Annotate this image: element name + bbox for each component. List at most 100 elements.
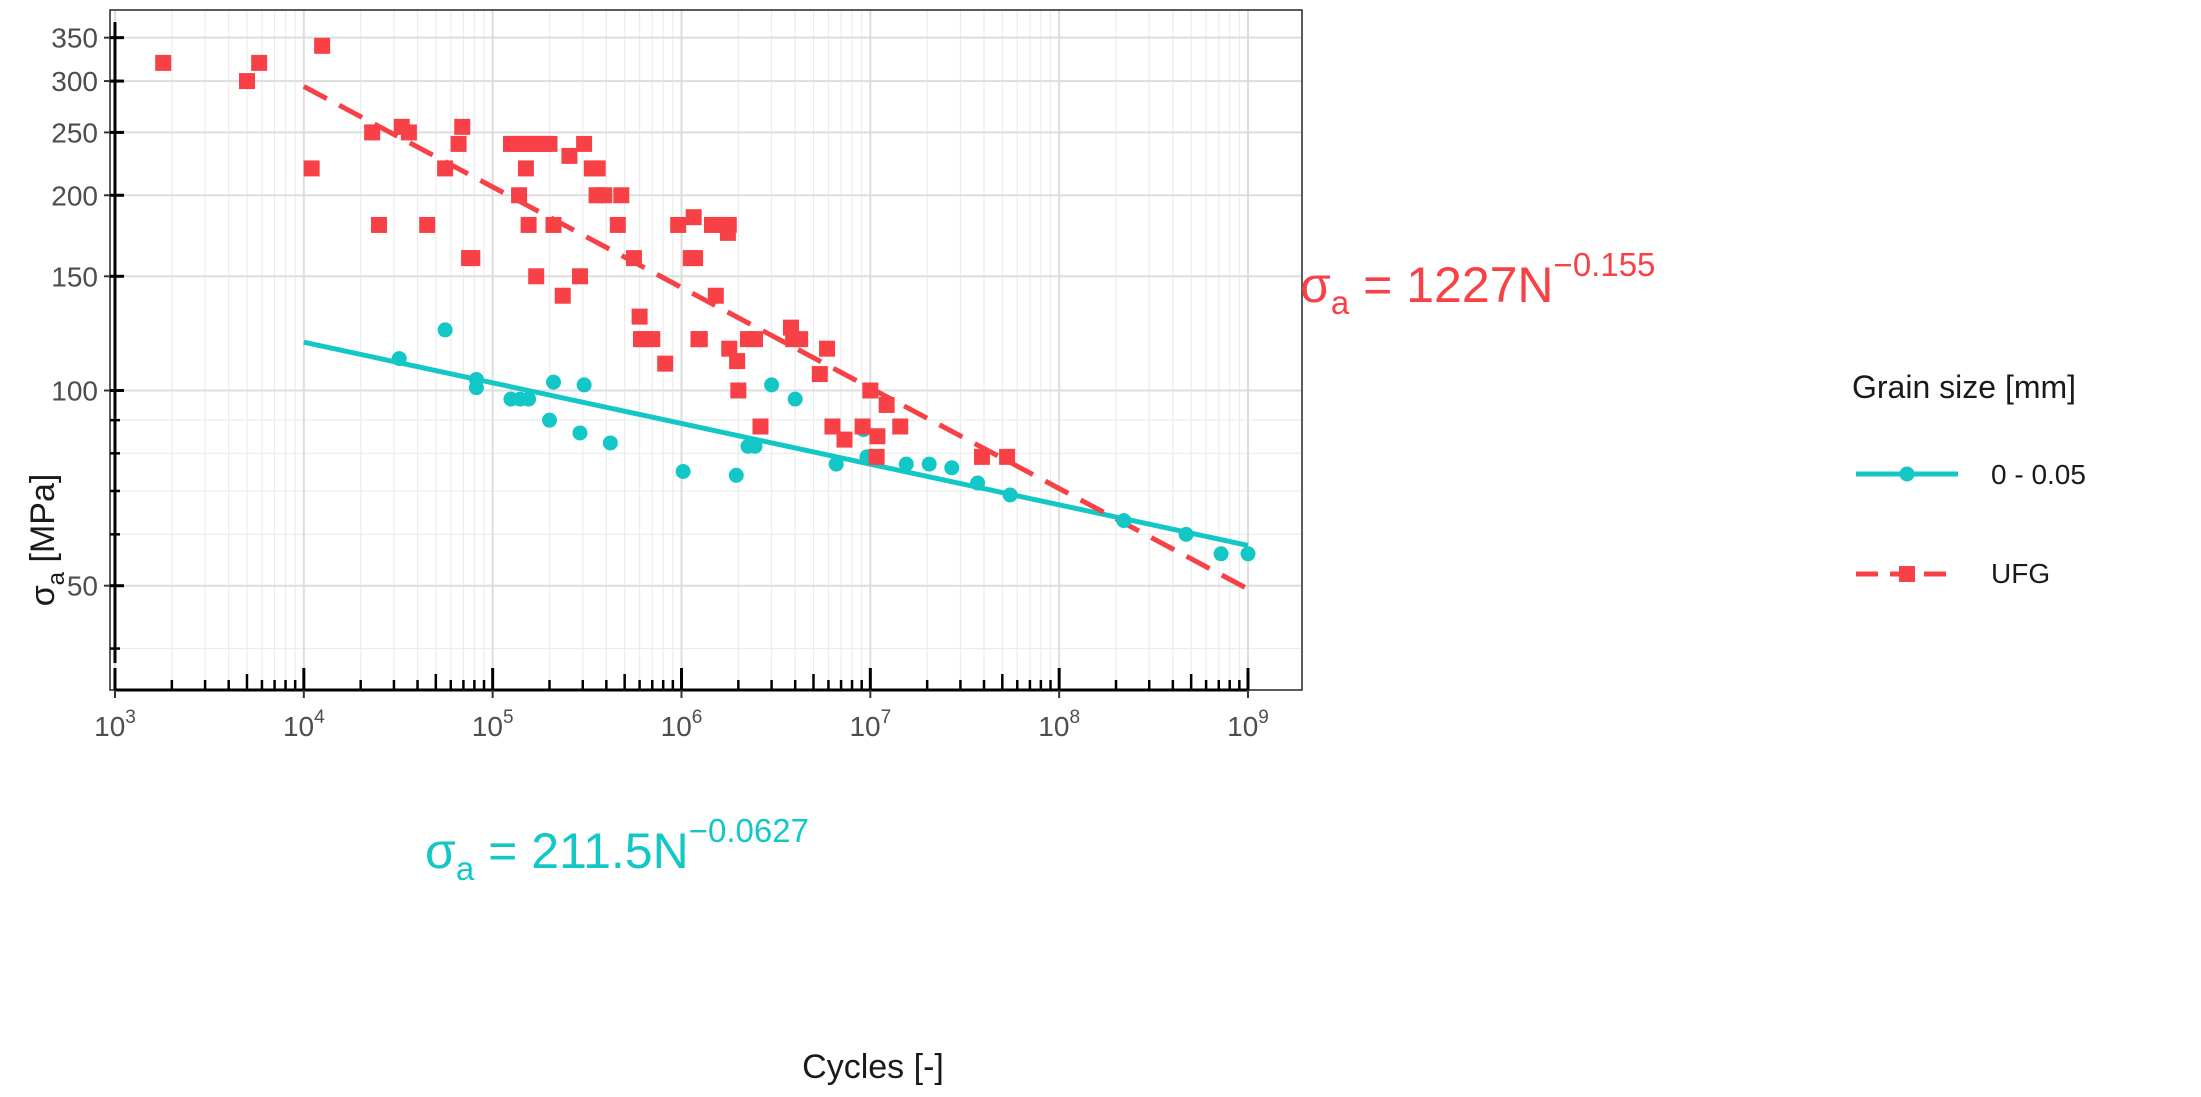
y-tick-label: 100 [51, 375, 98, 406]
ufg-point [752, 418, 769, 435]
ufg-point [854, 418, 871, 435]
ufg-point [450, 135, 467, 152]
x-axis: 103 104 105 106 107 108 109 [94, 668, 1269, 742]
ufg-fit-line [302, 84, 1250, 592]
y-axis-title-subscript: a [43, 571, 70, 585]
ufg-eq-exponent: −0.155 [1554, 246, 1656, 283]
ufg-point [155, 54, 172, 71]
ufg-equation-label: σa = 1227N−0.155 [1300, 246, 1655, 321]
x-tick-label-exponent: 4 [314, 707, 325, 728]
legend-label-fine-grain: 0 - 0.05 [1991, 459, 2086, 490]
fine-eq-sigma: σ [425, 823, 456, 879]
ufg-point [545, 216, 562, 233]
ufg-point [792, 331, 809, 348]
ufg-point [517, 160, 534, 177]
ufg-point [892, 418, 909, 435]
x-tick-label-exponent: 5 [503, 707, 514, 728]
ufg-point [631, 308, 648, 325]
fine-grain-point [521, 391, 537, 407]
fine-grain-point [1178, 526, 1194, 542]
x-tick-label-exponent: 3 [125, 707, 136, 728]
fine-grain-point [787, 391, 803, 407]
x-tick-label: 103 [94, 707, 136, 742]
x-tick-label: 107 [849, 707, 891, 742]
ufg-point [511, 187, 528, 204]
x-tick-label-base: 10 [472, 711, 503, 742]
fine-grain-point [747, 438, 763, 454]
fine-grain-point [764, 377, 780, 393]
ufg-point [364, 124, 381, 141]
ufg-point [454, 118, 471, 135]
ufg-point [999, 448, 1016, 465]
x-tick-label-base: 10 [1038, 711, 1069, 742]
x-tick-label-exponent: 6 [692, 707, 703, 728]
ufg-point [862, 382, 879, 399]
ufg-point [878, 396, 895, 413]
ufg-point [824, 418, 841, 435]
ufg-point [746, 331, 763, 348]
ufg-point [370, 216, 387, 233]
x-tick-label: 106 [661, 707, 703, 742]
ufg-point [811, 366, 828, 383]
y-tick-label: 200 [51, 180, 98, 211]
ufg-point [625, 250, 642, 267]
ufg-point [541, 135, 558, 152]
x-tick-label-exponent: 9 [1258, 707, 1269, 728]
fit-lines [302, 84, 1250, 592]
fine-grain-fit-line [303, 339, 1249, 548]
x-tick-label-base: 10 [1227, 711, 1258, 742]
fine-grain-point [898, 456, 914, 472]
ufg-eq-body: = 1227N [1349, 257, 1553, 313]
legend-title: Grain size [mm] [1852, 369, 2076, 405]
ufg-point [613, 187, 630, 204]
fine-grain-point [1240, 546, 1256, 562]
x-tick-label: 104 [283, 707, 325, 742]
ufg-point [609, 216, 626, 233]
ufg-point [707, 287, 724, 304]
y-tick-label: 150 [51, 261, 98, 292]
fine-grain-point [546, 374, 562, 390]
plot-panel [110, 10, 1302, 690]
fine-grain-point [1002, 487, 1018, 503]
x-tick-label-base: 10 [283, 711, 314, 742]
ufg-point [251, 54, 268, 71]
plot-background [110, 10, 1302, 690]
fine-eq-subscript: a [456, 850, 475, 887]
ufg-point [554, 287, 571, 304]
ufg-point [238, 73, 255, 90]
ufg-point [520, 216, 537, 233]
fine-grain-point [828, 456, 844, 472]
legend-key-ufg [1856, 566, 1958, 582]
ufg-point [437, 160, 454, 177]
fine-grain-point [391, 351, 407, 367]
y-tick-label: 300 [51, 66, 98, 97]
ufg-point [868, 448, 885, 465]
ufg-point [419, 216, 436, 233]
legend-label-ufg: UFG [1991, 558, 2050, 589]
x-tick-label-base: 10 [849, 711, 880, 742]
fine-grain-point [437, 322, 453, 338]
ufg-point [400, 124, 417, 141]
ufg-point [869, 428, 886, 445]
ufg-point [685, 209, 702, 226]
ufg-point [589, 160, 606, 177]
fine-grain-point [1213, 546, 1229, 562]
y-tick-label: 250 [51, 117, 98, 148]
x-axis-title: Cycles [-] [802, 1048, 944, 1086]
ufg-point [819, 340, 836, 357]
x-tick-label: 105 [472, 707, 514, 742]
ufg-points [155, 37, 1016, 465]
major-gridlines [110, 10, 1302, 690]
ufg-point [314, 37, 331, 54]
y-axis-title-unit: [MPa] [24, 474, 62, 572]
ufg-point [571, 268, 588, 285]
ufg-point [973, 448, 990, 465]
ufg-point [596, 187, 613, 204]
fine-grain-point [468, 380, 484, 396]
x-tick-label-exponent: 8 [1069, 707, 1080, 728]
fine-grain-point [572, 425, 588, 441]
ufg-point [528, 268, 545, 285]
y-axis-title: σa [MPa] [24, 474, 70, 607]
data-points [155, 37, 1256, 562]
fine-grain-point [602, 435, 618, 451]
